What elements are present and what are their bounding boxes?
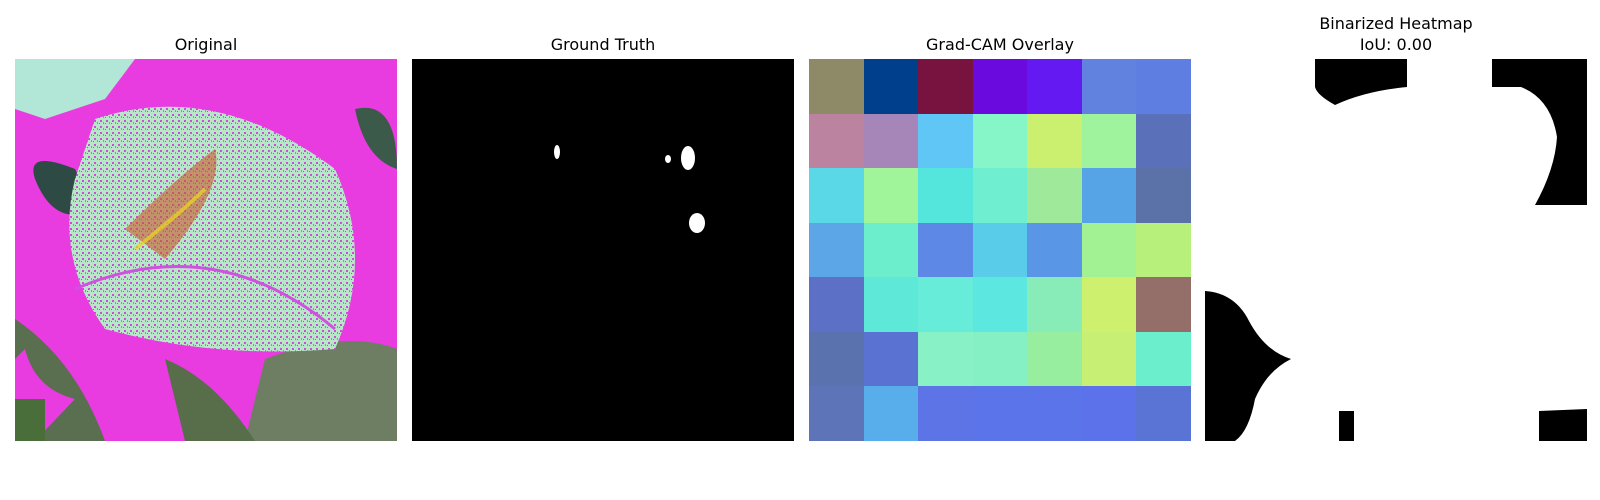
heat-cell [918, 386, 973, 441]
heat-cell [918, 113, 973, 169]
heat-cell [809, 59, 864, 114]
gt-blob [681, 146, 695, 170]
binary-region [1205, 291, 1291, 441]
gradcam-heat-grid [809, 59, 1191, 441]
iou-label: IoU: 0.00 [1359, 35, 1433, 54]
gradcam-title: Grad-CAM Overlay [926, 35, 1074, 54]
heat-cell [972, 222, 1028, 278]
heat-cell [1136, 222, 1191, 278]
heat-cell [972, 386, 1028, 441]
binarized-image [1205, 59, 1587, 441]
heat-cell [809, 386, 864, 441]
heat-cell [972, 331, 1028, 387]
heat-cell [863, 386, 919, 441]
heat-cell [972, 113, 1028, 169]
ground-truth-title: Ground Truth [550, 35, 656, 54]
heat-cell [918, 59, 973, 114]
binary-region [1492, 59, 1587, 205]
heat-cell [1081, 331, 1137, 387]
heat-cell [1027, 331, 1082, 387]
heat-cell [1081, 59, 1137, 114]
original-title: Original [174, 35, 238, 54]
heat-cell [972, 59, 1028, 114]
heat-cell [1136, 113, 1191, 169]
heat-cell [863, 59, 919, 114]
binary-region [1315, 59, 1407, 105]
heat-cell [1081, 277, 1137, 332]
heat-cell [918, 331, 973, 387]
heat-cell [1027, 59, 1082, 114]
ground-truth-panel: Ground Truth [412, 0, 794, 500]
binarized-title: Binarized Heatmap [1319, 14, 1473, 33]
heat-cell [1081, 168, 1137, 223]
gt-blob [665, 155, 671, 163]
heat-cell [863, 222, 919, 278]
gt-blob [554, 145, 560, 159]
heat-cell [863, 277, 919, 332]
heat-cell [1027, 168, 1082, 223]
heat-cell [1081, 222, 1137, 278]
heat-cell [863, 168, 919, 223]
heat-cell [1027, 386, 1082, 441]
heat-cell [809, 113, 864, 169]
gradcam-image [809, 59, 1191, 441]
heat-cell [1081, 386, 1137, 441]
heat-cell [809, 222, 864, 278]
heat-cell [809, 331, 864, 387]
gradcam-panel: Grad-CAM Overlay [809, 0, 1191, 500]
original-image [15, 59, 397, 441]
heat-cell [1136, 168, 1191, 223]
heat-cell [918, 277, 973, 332]
heat-cell [863, 331, 919, 387]
heat-cell [1136, 386, 1191, 441]
heat-cell [1027, 113, 1082, 169]
heat-cell [918, 222, 973, 278]
heat-cell [1136, 277, 1191, 332]
heat-cell [809, 277, 864, 332]
binary-region [1539, 409, 1587, 441]
binary-region [1339, 411, 1354, 441]
binarized-panel: Binarized Heatmap IoU: 0.00 [1205, 0, 1587, 500]
heat-cell [1027, 222, 1082, 278]
ground-truth-image [412, 59, 794, 441]
heat-cell [1027, 277, 1082, 332]
heat-cell [972, 168, 1028, 223]
gt-blob [689, 213, 705, 233]
heat-cell [972, 277, 1028, 332]
heat-cell [863, 113, 919, 169]
original-panel: Original [15, 0, 397, 500]
heat-cell [809, 168, 864, 223]
heat-cell [918, 168, 973, 223]
heat-cell [1081, 113, 1137, 169]
heat-cell [1136, 59, 1191, 114]
heat-cell [1136, 331, 1191, 387]
